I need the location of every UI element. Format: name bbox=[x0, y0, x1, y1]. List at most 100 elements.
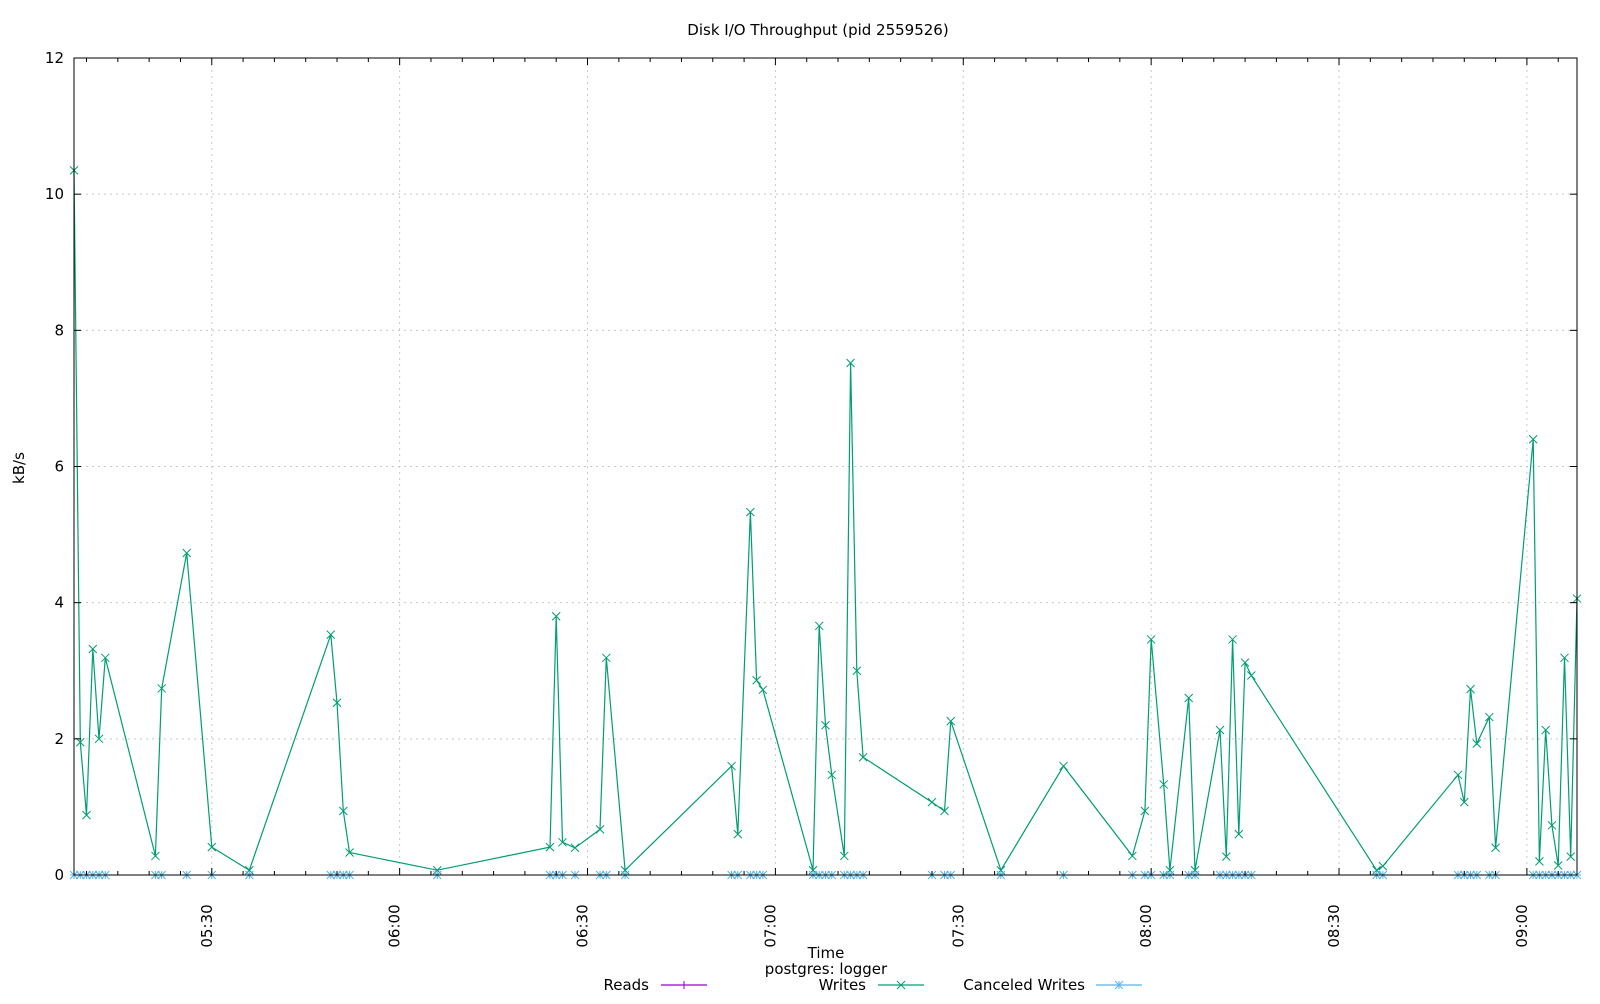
x-tick-label: 05:30 bbox=[198, 904, 216, 947]
series-line-writes bbox=[73, 170, 1578, 872]
y-tick-label: 0 bbox=[54, 866, 64, 884]
data-point bbox=[896, 980, 906, 990]
x-tick-label: 06:30 bbox=[574, 904, 592, 947]
x-tick-label: 08:00 bbox=[1137, 904, 1155, 947]
data-point bbox=[332, 698, 342, 708]
marker-stroke bbox=[1128, 851, 1137, 861]
data-point bbox=[157, 684, 167, 693]
data-point bbox=[1378, 861, 1388, 871]
marker-stroke bbox=[1378, 861, 1388, 871]
data-point bbox=[1114, 980, 1124, 990]
data-point bbox=[821, 720, 830, 730]
marker-stroke bbox=[338, 806, 348, 816]
marker-stroke bbox=[1528, 434, 1538, 444]
marker-stroke bbox=[100, 653, 110, 663]
data-point bbox=[1128, 851, 1137, 861]
data-point bbox=[1491, 843, 1500, 853]
y-tick-label: 6 bbox=[54, 458, 64, 476]
marker-stroke bbox=[733, 829, 743, 839]
y-tick-label: 4 bbox=[54, 594, 64, 612]
y-tick-label: 8 bbox=[54, 321, 64, 339]
marker-stroke bbox=[1240, 658, 1250, 667]
legend-item-writes: Writes bbox=[819, 976, 924, 994]
marker-stroke bbox=[570, 843, 580, 853]
data-point bbox=[338, 806, 348, 816]
data-point bbox=[1535, 857, 1544, 866]
marker-stroke bbox=[326, 630, 336, 640]
marker-stroke bbox=[207, 842, 217, 852]
marker-stroke bbox=[1246, 671, 1256, 680]
marker-stroke bbox=[1484, 712, 1494, 722]
data-point bbox=[1215, 725, 1225, 735]
data-point bbox=[1528, 434, 1538, 444]
marker-stroke bbox=[727, 761, 736, 771]
data-point bbox=[100, 653, 110, 663]
data-point bbox=[345, 848, 354, 857]
marker-stroke bbox=[927, 797, 937, 807]
data-point bbox=[752, 675, 761, 685]
data-point bbox=[927, 797, 937, 807]
data-point bbox=[839, 851, 849, 861]
data-point bbox=[94, 734, 104, 744]
marker-stroke bbox=[946, 716, 956, 726]
data-point bbox=[1553, 861, 1563, 870]
marker-stroke bbox=[1234, 829, 1244, 839]
series-writes bbox=[69, 165, 1582, 875]
legend-item-reads: Reads bbox=[603, 976, 707, 994]
x-tick-label: 09:00 bbox=[1513, 904, 1531, 947]
data-point bbox=[1221, 852, 1231, 861]
data-point bbox=[1246, 671, 1256, 680]
data-point bbox=[827, 770, 837, 780]
marker-stroke bbox=[551, 611, 561, 621]
data-point bbox=[601, 653, 611, 663]
marker-stroke bbox=[1459, 797, 1469, 807]
marker-stroke bbox=[1215, 725, 1225, 735]
marker-stroke bbox=[858, 752, 868, 762]
axis-layer: 0 2 4 6 8 10 12 05:30 06:00 06:30 07:00 07:30 08:00 0… bbox=[45, 49, 1577, 948]
data-point bbox=[1234, 829, 1244, 839]
data-point bbox=[940, 806, 949, 816]
data-point bbox=[858, 752, 868, 762]
marker-stroke bbox=[1453, 770, 1463, 780]
marker-stroke bbox=[151, 851, 160, 861]
data-point bbox=[1184, 693, 1194, 703]
marker-stroke bbox=[940, 806, 949, 816]
marker-stroke bbox=[1553, 861, 1563, 870]
data-point bbox=[733, 829, 743, 839]
marker-stroke bbox=[1541, 725, 1551, 735]
data-point bbox=[727, 761, 736, 771]
data-point bbox=[758, 685, 768, 695]
data-point bbox=[1466, 684, 1475, 694]
marker-stroke bbox=[745, 507, 755, 517]
y-tick-label: 10 bbox=[45, 185, 64, 203]
marker-stroke bbox=[1140, 806, 1150, 816]
marker-stroke bbox=[601, 653, 611, 663]
data-point bbox=[551, 611, 561, 621]
data-point bbox=[1159, 780, 1169, 789]
data-point bbox=[1459, 797, 1469, 807]
data-point bbox=[88, 644, 98, 654]
y-axis-label: kB/s bbox=[10, 452, 28, 484]
data-point bbox=[151, 851, 160, 861]
marker-stroke bbox=[821, 720, 830, 730]
marker-stroke bbox=[839, 851, 849, 861]
marker-stroke bbox=[752, 675, 761, 685]
data-point bbox=[1472, 739, 1482, 748]
data-point bbox=[595, 825, 605, 834]
marker-stroke bbox=[846, 358, 855, 368]
marker-stroke bbox=[1535, 857, 1544, 866]
data-point bbox=[814, 621, 824, 631]
marker-stroke bbox=[1146, 635, 1156, 644]
marker-stroke bbox=[1114, 980, 1124, 990]
marker-stroke bbox=[1228, 635, 1237, 644]
x-tick-label: 07:30 bbox=[949, 904, 967, 947]
marker-stroke bbox=[88, 644, 98, 654]
legend: Reads Writes Canceled Writes bbox=[603, 976, 1142, 994]
legend-label: Reads bbox=[603, 976, 649, 994]
data-point bbox=[1453, 770, 1463, 780]
marker-stroke bbox=[157, 684, 167, 693]
data-point bbox=[1541, 725, 1551, 735]
marker-stroke bbox=[595, 825, 605, 834]
y-tick-label: 2 bbox=[54, 730, 64, 748]
